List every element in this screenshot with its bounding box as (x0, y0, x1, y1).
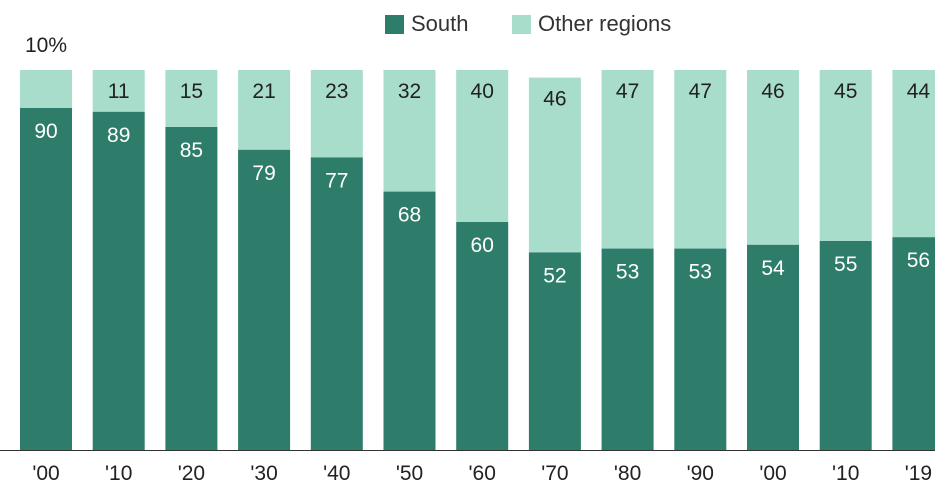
data-label-other-regions: 32 (398, 80, 421, 103)
bar-other-regions (310, 70, 363, 158)
data-label-other-regions: 40 (471, 80, 494, 103)
x-tick-label: '19 (905, 462, 932, 485)
bar-other-regions (819, 70, 872, 241)
bar-south (238, 149, 291, 451)
bar-other-regions (747, 70, 799, 245)
bar-other-regions (165, 70, 218, 127)
legend-item-south: South (385, 10, 469, 38)
bar-south (383, 191, 436, 450)
data-label-south: 90 (34, 120, 57, 143)
bar-other-regions (674, 70, 727, 249)
data-label-south: 60 (471, 234, 494, 257)
legend-swatch-south (385, 14, 404, 34)
bar-other-regions (238, 70, 291, 150)
data-label-south: 85 (180, 139, 203, 162)
x-tick-label: '50 (396, 462, 423, 485)
bar-south (165, 127, 218, 450)
x-tick-label: '80 (614, 462, 641, 485)
legend-label-other-regions: Other regions (538, 11, 672, 36)
bar-south (747, 244, 799, 450)
bar-south (892, 237, 935, 450)
data-label-south: 53 (689, 261, 712, 284)
chart-legend: South Other regions (0, 10, 935, 40)
data-label-south: 68 (398, 204, 421, 227)
data-label-south: 89 (107, 124, 130, 147)
x-tick-label: '90 (687, 462, 714, 485)
x-tick-label: '10 (105, 462, 132, 485)
data-label-other-regions: 44 (907, 80, 931, 103)
x-tick-label: '60 (469, 462, 496, 485)
data-label-other-regions: 45 (834, 80, 857, 103)
bar-south (310, 157, 363, 450)
data-label-south: 79 (252, 162, 275, 185)
bar-other-regions (601, 70, 654, 249)
bar-other-regions (20, 70, 72, 108)
data-label-south: 55 (834, 253, 857, 276)
data-label-south: 54 (761, 257, 785, 280)
data-label-south: 52 (543, 264, 566, 287)
x-tick-label: '30 (250, 462, 277, 485)
x-tick-label: '20 (178, 462, 205, 485)
bar-other-regions (383, 70, 436, 192)
legend-swatch-other-regions (512, 14, 531, 34)
data-label-other-regions: 47 (689, 80, 712, 103)
x-tick-label: '00 (759, 462, 786, 485)
bar-south (819, 241, 872, 450)
x-tick-label: '70 (541, 462, 568, 485)
data-label-other-regions: 21 (252, 80, 275, 103)
data-label-other-regions: 23 (325, 80, 348, 103)
data-label-south: 53 (616, 261, 639, 284)
data-label-other-regions: 47 (616, 80, 639, 103)
x-tick-label: '10 (832, 462, 859, 485)
bar-south (92, 111, 145, 451)
bar-other-regions (92, 70, 145, 112)
bar-south (20, 108, 72, 450)
x-tick-label: '00 (32, 462, 59, 485)
x-tick-label: '40 (323, 462, 350, 485)
data-label-other-regions: 15 (180, 80, 203, 103)
data-label-south: 56 (907, 249, 930, 272)
bar-other-regions (528, 77, 581, 253)
bar-south (674, 248, 727, 450)
legend-item-other-regions: Other regions (512, 10, 671, 38)
bar-other-regions (456, 70, 509, 222)
data-label-other-regions: 46 (761, 80, 784, 103)
bar-south (456, 222, 509, 450)
data-label-other-regions: 11 (108, 80, 130, 103)
data-label-other-regions: 10% (25, 34, 67, 57)
bar-south (601, 248, 654, 450)
bar-south (528, 252, 581, 450)
legend-label-south: South (411, 11, 469, 36)
bar-other-regions (892, 70, 935, 238)
data-label-other-regions: 46 (543, 88, 566, 111)
data-label-south: 77 (325, 169, 348, 192)
